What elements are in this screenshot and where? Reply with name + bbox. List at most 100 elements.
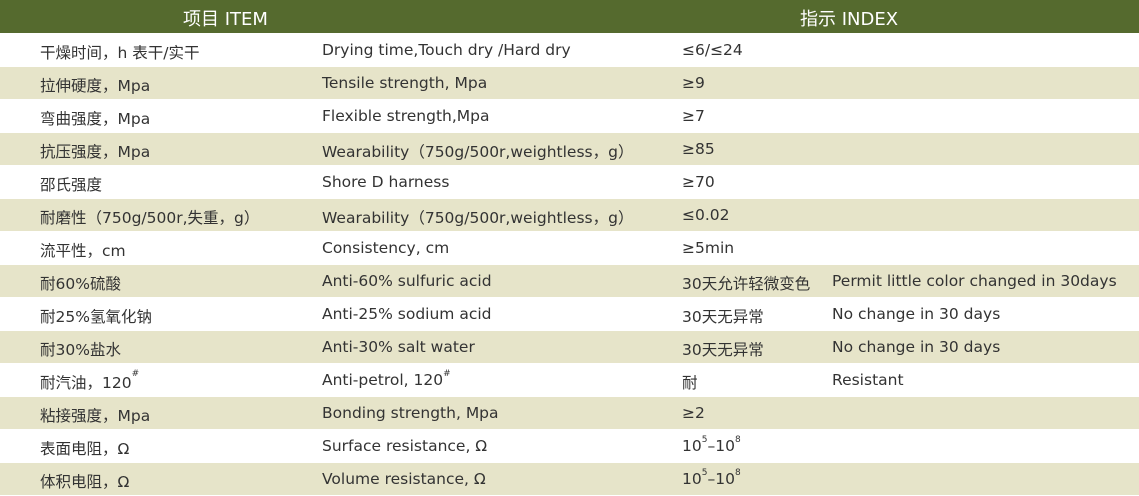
index-value: 105–108 [682,435,741,455]
cell-text: –10 [707,470,735,488]
item-en: Wearability（750g/500r,weightless，g） [322,206,633,228]
item-cn: 抗压强度，Mpa [40,140,150,162]
superscript: # [443,369,451,379]
table-row: 耐25%氢氧化钠 Anti-25% sodium acid 30天无异常 No cha… [0,297,1139,330]
table-row: 粘接强度，Mpa Bonding strength, Mpa ≥2 [0,396,1139,429]
item-cn: 邵氏强度 [40,173,102,195]
table-row: 体积电阻，Ω Volume resistance, Ω 105–108 [0,462,1139,495]
header-index: 指示 INDEX [800,9,899,30]
index-value: 30天允许轻微变色 [682,272,810,294]
cell-text: ≥9 [682,74,705,92]
cell-text: ≤6/≤24 [682,41,743,59]
index-note: Resistant [832,371,904,389]
cell-text: 30天无异常 [682,308,764,326]
table-row: 拉伸硬度，Mpa Tensile strength, Mpa ≥9 [0,66,1139,99]
superscript: 5 [701,468,708,478]
table-row: 流平性，cm Consistency, cm ≥5min [0,231,1139,264]
item-cn: 耐60%硫酸 [40,272,121,294]
index-value: ≥5min [682,239,734,257]
superscript: # [131,369,140,379]
index-value: 30天无异常 [682,338,764,360]
index-value: 105–108 [682,468,741,488]
cell-text: ≥2 [682,404,705,422]
cell-text: Anti-25% sodium acid [322,305,492,323]
cell-text: No change in 30 days [832,338,1001,356]
cell-text: Tensile strength, Mpa [322,74,488,92]
cell-text: Anti-petrol, 120 [322,371,444,389]
table-row: 弯曲强度，Mpa Flexible strength,Mpa ≥7 [0,99,1139,132]
item-cn: 干燥时间，h 表干/实干 [40,41,199,63]
item-en: Flexible strength,Mpa [322,107,490,125]
cell-text: ≥70 [682,173,715,191]
index-value: ≥7 [682,107,705,125]
cell-text: Anti-60% sulfuric acid [322,272,492,290]
item-en: Anti-25% sodium acid [322,305,492,323]
index-value: 耐 [682,371,698,393]
table-row: 表面电阻，Ω Surface resistance, Ω 105–108 [0,429,1139,462]
superscript: 5 [701,435,708,445]
cell-text: 体积电阻，Ω [40,473,130,491]
cell-text: Wearability（750g/500r,weightless，g） [322,209,634,227]
cell-text: 抗压强度，Mpa [40,143,151,161]
item-en: Surface resistance, Ω [322,437,487,455]
cell-text: Drying time,Touch dry /Hard dry [322,41,571,59]
index-value: ≤0.02 [682,206,730,224]
cell-text: 拉伸硬度，Mpa [40,77,151,95]
table-row: 耐磨性（750g/500r,失重，g） Wearability（750g/500r… [0,198,1139,231]
item-cn: 流平性，cm [40,239,126,261]
item-cn: 弯曲强度，Mpa [40,107,150,129]
cell-text: 干燥时间，h 表干/实干 [40,44,200,62]
cell-text: 30天允许轻微变色 [682,275,811,293]
superscript: 8 [734,435,741,445]
item-en: Tensile strength, Mpa [322,74,487,92]
cell-text: Bonding strength, Mpa [322,404,499,422]
cell-text: 10 [682,470,702,488]
cell-text: –10 [707,437,735,455]
cell-text: Resistant [832,371,904,389]
cell-text: Anti-30% salt water [322,338,475,356]
index-note: No change in 30 days [832,305,1000,323]
table-row: 干燥时间，h 表干/实干 Drying time,Touch dry /Hard … [0,33,1139,66]
cell-text: 耐25%氢氧化钠 [40,308,152,326]
cell-text: 耐60%硫酸 [40,275,121,293]
cell-text: ≥7 [682,107,705,125]
table-row: 耐汽油，120# Anti-petrol, 120# 耐 Resistant [0,363,1139,396]
item-cn: 体积电阻，Ω [40,470,129,492]
cell-text: 耐30%盐水 [40,341,121,359]
item-en: Wearability（750g/500r,weightless，g） [322,140,633,162]
cell-text: 耐 [682,374,698,392]
cell-text: No change in 30 days [832,305,1001,323]
header-item: 项目 ITEM [183,9,268,30]
index-value: 30天无异常 [682,305,764,327]
cell-text: Wearability（750g/500r,weightless，g） [322,143,634,161]
cell-text: 流平性，cm [40,242,126,260]
cell-text: 表面电阻，Ω [40,440,130,458]
cell-text: 30天无异常 [682,341,764,359]
item-en: Anti-30% salt water [322,338,475,356]
cell-text: Consistency, cm [322,239,450,257]
item-cn: 耐磨性（750g/500r,失重，g） [40,206,259,228]
index-note: Permit little color changed in 30days [832,272,1117,290]
cell-text: ≤0.02 [682,206,730,224]
item-en: Anti-petrol, 120# [322,369,451,389]
item-cn: 表面电阻，Ω [40,437,129,459]
item-cn: 耐25%氢氧化钠 [40,305,152,327]
cell-text: 弯曲强度，Mpa [40,110,151,128]
item-cn: 耐汽油，120# [40,369,140,393]
index-value: ≥70 [682,173,715,191]
item-en: Volume resistance, Ω [322,470,486,488]
superscript: 8 [734,468,741,478]
item-en: Shore D harness [322,173,449,191]
item-cn: 耐30%盐水 [40,338,121,360]
cell-text: Flexible strength,Mpa [322,107,490,125]
item-en: Consistency, cm [322,239,449,257]
cell-text: 粘接强度，Mpa [40,407,151,425]
cell-text: ≥5min [682,239,735,257]
index-value: ≥9 [682,74,705,92]
table-row: 邵氏强度 Shore D harness ≥70 [0,165,1139,198]
cell-text: Surface resistance, Ω [322,437,488,455]
cell-text: 10 [682,437,702,455]
index-value: ≤6/≤24 [682,41,743,59]
item-cn: 粘接强度，Mpa [40,404,150,426]
cell-text: Shore D harness [322,173,450,191]
